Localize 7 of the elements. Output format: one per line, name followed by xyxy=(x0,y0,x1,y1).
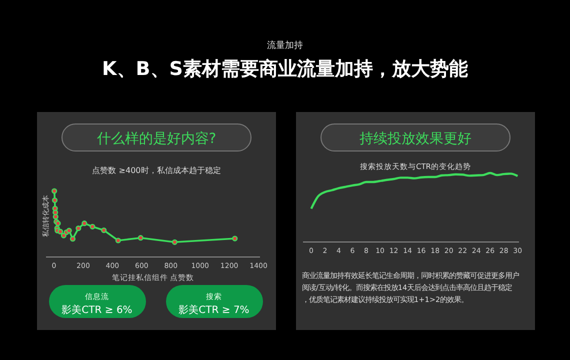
text: K、B、S素材需要商业流量加持，放大势能 xyxy=(102,58,468,80)
text: 影美CTR ≥ 6% xyxy=(62,304,132,316)
chart-subtitle: 点赞数 ≥400时，私信成本趋于稳定 xyxy=(92,166,221,175)
chart-title: 什么样的是好内容? xyxy=(96,131,216,147)
chart-title: 持续投放效果更好 xyxy=(360,131,472,147)
text: 影美CTR ≥ 7% xyxy=(178,304,250,316)
text: 流量加持 xyxy=(267,40,303,51)
